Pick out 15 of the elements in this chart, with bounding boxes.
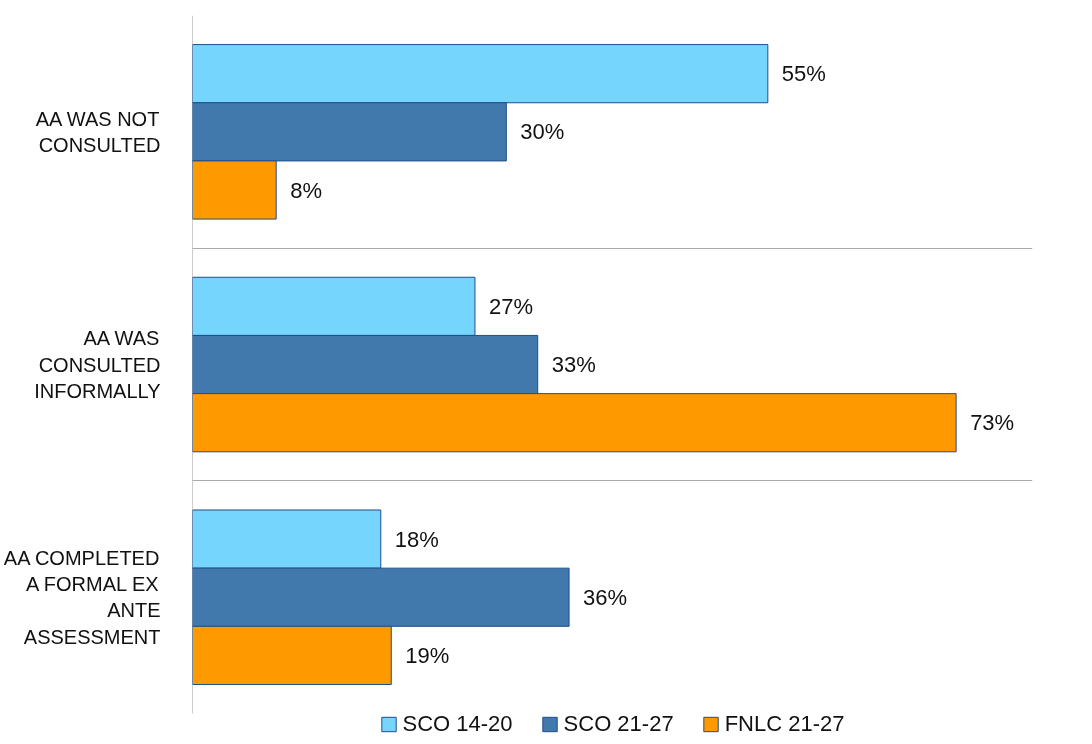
y-tick-label: AA WAS CONSULTED INFORMALLY: [34, 327, 161, 402]
data-label: 30%: [520, 119, 565, 145]
legend-label: FNLC 21-27: [724, 711, 845, 737]
data-label: 18%: [394, 526, 439, 552]
data-label: 27%: [488, 293, 533, 319]
data-label: 73%: [970, 410, 1015, 436]
legend-label: SCO 21-27: [563, 711, 674, 737]
data-label: 33%: [551, 352, 596, 378]
legend-label: SCO 14-20: [402, 711, 513, 737]
y-tick-label: AA COMPLETED A FORMAL EX ANTE ASSESSMENT: [3, 546, 161, 648]
data-label: 36%: [583, 584, 628, 610]
data-label: 8%: [290, 177, 322, 203]
data-label: 19%: [405, 642, 450, 668]
data-label: 55%: [781, 61, 826, 87]
y-tick-label: AA WAS NOT CONSULTED: [35, 107, 161, 157]
